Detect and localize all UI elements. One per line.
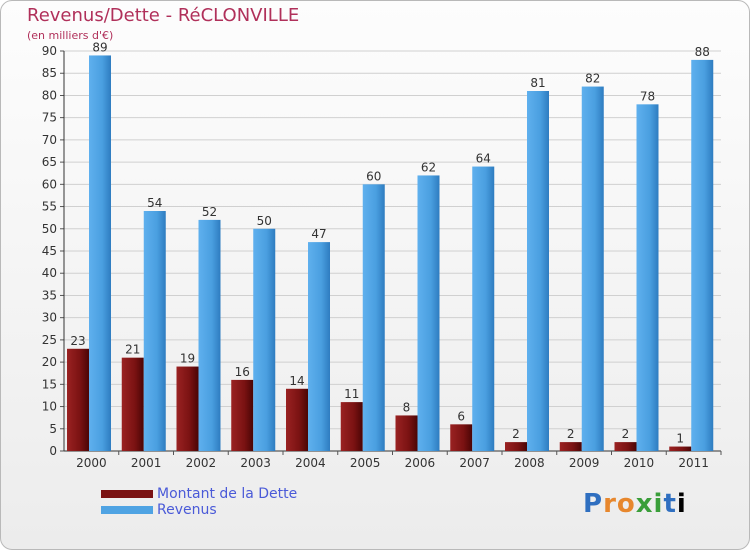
debt-value-label: 8 <box>403 400 411 414</box>
y-tick-label: 75 <box>42 111 57 125</box>
debt-value-label: 1 <box>676 432 684 446</box>
y-tick-label: 45 <box>42 244 57 258</box>
revenue-bar <box>198 219 221 451</box>
revenue-bar <box>527 91 549 451</box>
y-tick-label: 60 <box>42 177 57 191</box>
debt-bar <box>286 388 308 451</box>
revenue-bar <box>253 228 276 451</box>
y-tick-label: 25 <box>42 333 57 347</box>
debt-bar <box>176 366 199 451</box>
debt-value-label: 6 <box>457 409 465 423</box>
debt-bar <box>669 446 692 451</box>
revenue-value-label: 78 <box>640 89 655 103</box>
revenue-bar <box>472 166 495 452</box>
debt-bar <box>505 442 527 451</box>
debt-bar <box>614 442 637 451</box>
x-tick-label: 2000 <box>76 456 107 470</box>
legend-label-dette: Montant de la Dette <box>157 486 298 502</box>
y-tick-label: 30 <box>42 311 57 325</box>
x-tick-label: 2003 <box>240 456 271 470</box>
legend-swatch-revenus <box>101 506 153 514</box>
legend-swatch-dette <box>101 490 153 498</box>
debt-bar <box>340 402 363 451</box>
legend-label-revenus: Revenus <box>157 502 217 518</box>
revenue-bar <box>89 55 111 451</box>
revenue-bar <box>581 86 604 452</box>
y-tick-label: 90 <box>42 44 57 58</box>
x-tick-label: 2009 <box>569 456 600 470</box>
revenue-value-label: 82 <box>585 72 600 86</box>
debt-bar <box>450 424 473 451</box>
y-tick-label: 15 <box>42 377 57 391</box>
x-tick-label: 2002 <box>186 456 217 470</box>
debt-value-label: 21 <box>125 343 140 357</box>
y-tick-label: 85 <box>42 66 57 80</box>
revenue-bar <box>308 242 330 451</box>
revenue-value-label: 89 <box>92 40 107 54</box>
debt-bar <box>559 442 582 451</box>
revenue-value-label: 64 <box>476 152 491 166</box>
revenue-value-label: 47 <box>311 227 326 241</box>
x-tick-label: 2007 <box>459 456 490 470</box>
y-tick-label: 10 <box>42 400 57 414</box>
y-tick-label: 0 <box>49 444 57 458</box>
legend-item-dette: Montant de la Dette <box>101 486 297 502</box>
x-tick-label: 2006 <box>405 456 436 470</box>
proxiti-logo: Proxiti <box>583 489 687 519</box>
debt-value-label: 16 <box>235 365 250 379</box>
y-tick-label: 20 <box>42 355 57 369</box>
legend: Montant de la Dette Revenus <box>101 486 297 518</box>
y-tick-label: 40 <box>42 266 57 280</box>
revenue-value-label: 54 <box>147 196 162 210</box>
y-tick-label: 65 <box>42 155 57 169</box>
debt-bar <box>231 379 254 451</box>
x-tick-label: 2001 <box>131 456 162 470</box>
revenue-bar <box>691 59 714 452</box>
debt-value-label: 11 <box>344 387 359 401</box>
revenue-value-label: 81 <box>530 76 545 90</box>
revenue-value-label: 52 <box>202 205 217 219</box>
x-tick-label: 2005 <box>350 456 381 470</box>
y-tick-label: 80 <box>42 88 57 102</box>
revenue-value-label: 50 <box>257 214 272 228</box>
debt-value-label: 19 <box>180 352 195 366</box>
debt-value-label: 14 <box>289 374 304 388</box>
legend-item-revenus: Revenus <box>101 502 297 518</box>
x-tick-label: 2008 <box>514 456 545 470</box>
debt-value-label: 2 <box>567 427 575 441</box>
y-tick-label: 50 <box>42 222 57 236</box>
debt-bar <box>121 357 144 451</box>
debt-value-label: 23 <box>70 334 85 348</box>
revenue-bar <box>417 175 440 451</box>
debt-bar <box>395 415 418 451</box>
revenue-bar <box>362 184 385 452</box>
revenue-bar <box>636 104 659 451</box>
y-tick-label: 35 <box>42 288 57 302</box>
debt-bar <box>67 348 89 451</box>
revenue-value-label: 60 <box>366 169 381 183</box>
debt-value-label: 2 <box>512 427 520 441</box>
x-tick-label: 2011 <box>678 456 709 470</box>
x-tick-label: 2010 <box>624 456 655 470</box>
y-tick-label: 5 <box>49 422 57 436</box>
revenue-value-label: 88 <box>695 45 710 59</box>
chart-subtitle: (en milliers d'€) <box>27 29 114 42</box>
x-tick-label: 2004 <box>295 456 326 470</box>
y-tick-label: 70 <box>42 133 57 147</box>
y-tick-label: 55 <box>42 200 57 214</box>
revenue-bar <box>143 211 166 451</box>
debt-value-label: 2 <box>622 427 630 441</box>
chart-title: Revenus/Dette - RéCLONVILLE <box>27 5 300 26</box>
revenue-value-label: 62 <box>421 160 436 174</box>
